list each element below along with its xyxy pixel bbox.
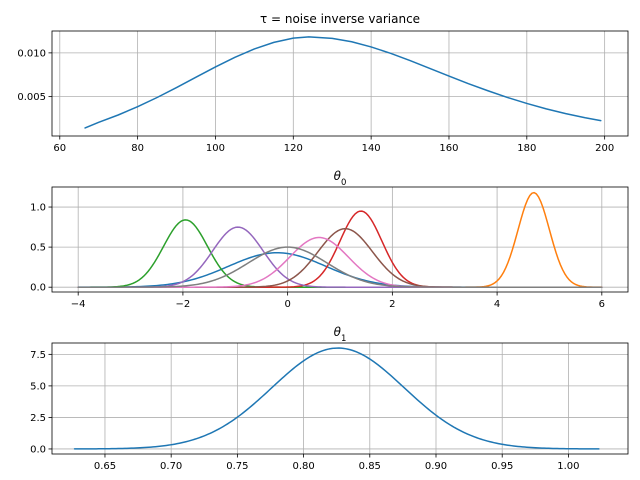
y-tick-label: 5.0 [30, 381, 46, 392]
y-tick-label: 0.005 [17, 92, 46, 103]
theta0-panel: θ0 −4 −2 0 2 4 6 0.0 0.5 1.0 [30, 169, 629, 310]
series-line-1 [73, 347, 600, 450]
y-axis: 0.0 2.5 5.0 7.5 [30, 350, 52, 455]
series-line-8 [77, 246, 603, 288]
x-tick-label: 140 [362, 143, 381, 154]
grid [52, 343, 628, 454]
y-tick-label: 1.0 [30, 203, 46, 214]
grid [52, 31, 628, 136]
x-tick-label: 0.70 [160, 461, 182, 472]
x-tick-label: 100 [206, 143, 225, 154]
x-tick-label: 200 [595, 143, 614, 154]
tau-panel: τ = noise inverse variance 60 80 100 120 140… [17, 12, 629, 154]
x-tick-label: 0 [284, 299, 290, 310]
x-tick-label: 0.90 [425, 461, 447, 472]
x-tick-label: −4 [71, 299, 86, 310]
x-tick-label: 0.85 [359, 461, 381, 472]
series-group [84, 36, 602, 129]
x-tick-label: 1.00 [557, 461, 579, 472]
x-tick-label: 60 [53, 143, 66, 154]
x-axis: 0.65 0.70 0.75 0.80 0.85 0.90 0.95 1.00 [94, 454, 580, 472]
x-tick-label: 0.75 [226, 461, 248, 472]
y-tick-label: 7.5 [30, 350, 46, 361]
panel-title: θ1 [334, 325, 347, 344]
axes-frame [51, 30, 629, 137]
x-tick-label: 180 [517, 143, 536, 154]
x-tick-label: 0.65 [94, 461, 116, 472]
x-tick-label: 160 [439, 143, 458, 154]
y-axis: 0.0 0.5 1.0 [30, 203, 52, 294]
y-axis: 0.005 0.010 [17, 48, 52, 103]
y-tick-label: 0.5 [30, 243, 46, 254]
x-tick-label: 80 [131, 143, 144, 154]
y-tick-label: 0.0 [30, 444, 46, 455]
series-line-1 [84, 36, 602, 129]
x-tick-label: 6 [599, 299, 605, 310]
x-tick-label: 2 [389, 299, 395, 310]
series-group [73, 347, 600, 450]
x-axis: 60 80 100 120 140 160 180 200 [53, 136, 614, 154]
x-tick-label: 0.80 [292, 461, 314, 472]
panel-title: τ = noise inverse variance [260, 12, 420, 26]
y-tick-label: 0.010 [17, 48, 46, 59]
y-tick-label: 0.0 [30, 283, 46, 294]
x-tick-label: 120 [284, 143, 303, 154]
x-tick-label: 0.95 [491, 461, 513, 472]
x-tick-label: 4 [494, 299, 500, 310]
theta1-panel: θ1 0.65 0.70 0.75 0.80 0.85 0.90 0.95 1.00 0.0 2.… [30, 325, 629, 472]
panel-title: θ0 [334, 169, 347, 188]
axes-frame [51, 342, 629, 455]
x-axis: −4 −2 0 2 4 6 [71, 292, 605, 310]
axes-frame [51, 186, 629, 293]
series-group [77, 191, 603, 288]
y-tick-label: 2.5 [30, 413, 46, 424]
x-tick-label: −2 [176, 299, 191, 310]
